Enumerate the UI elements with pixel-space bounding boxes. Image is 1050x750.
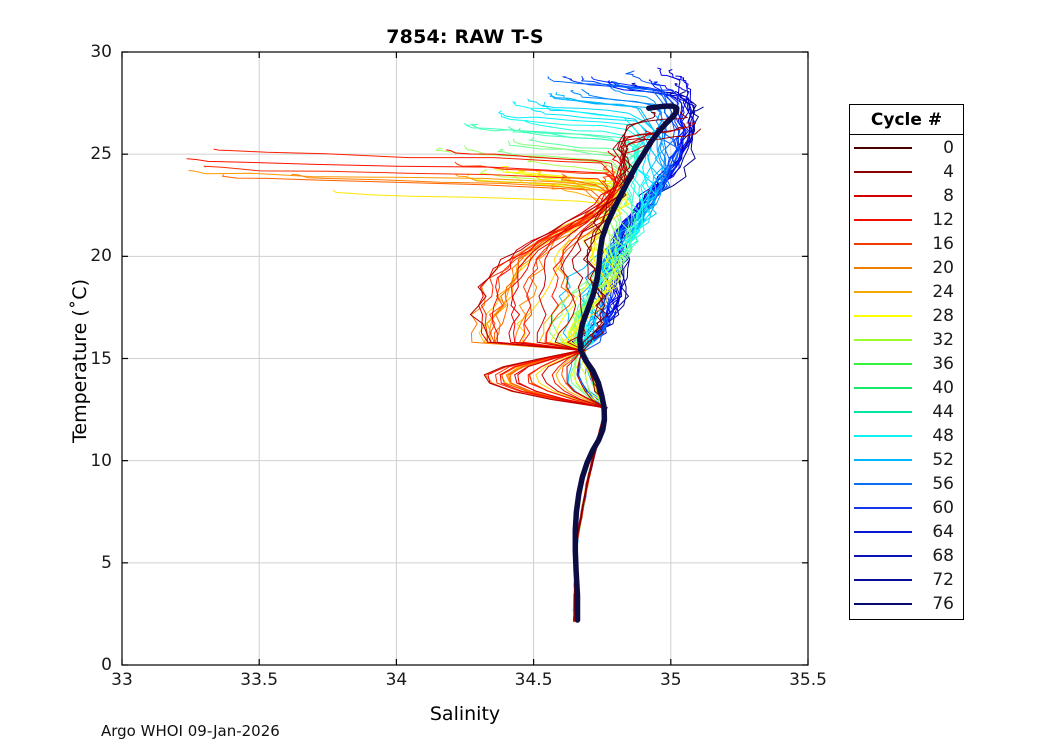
x-axis-label: Salinity: [429, 703, 501, 725]
legend-color-swatch: [854, 339, 912, 341]
legend-color-swatch: [854, 459, 912, 461]
legend-color-swatch: [854, 603, 912, 605]
y-tick-label: 10: [90, 450, 112, 471]
gridlines: [122, 52, 808, 665]
legend-color-swatch: [854, 435, 912, 437]
legend-color-swatch: [854, 363, 912, 365]
legend-item[interactable]: 20: [850, 256, 963, 280]
legend-color-swatch: [854, 243, 912, 245]
x-tick-label: 33.5: [240, 670, 279, 690]
legend-item[interactable]: 28: [850, 304, 963, 328]
legend-item-label: 32: [932, 329, 954, 350]
legend-item[interactable]: 4: [850, 160, 963, 184]
legend-item[interactable]: 76: [850, 592, 963, 616]
legend-color-swatch: [854, 171, 912, 173]
legend-item[interactable]: 32: [850, 328, 963, 352]
legend-item-label: 20: [932, 257, 954, 278]
x-tick-label: 35.5: [789, 670, 827, 690]
legend-item[interactable]: 56: [850, 472, 963, 496]
legend-item[interactable]: 8: [850, 184, 963, 208]
legend-item[interactable]: 44: [850, 400, 963, 424]
profile-line: [573, 111, 657, 609]
legend-item-label: 72: [932, 569, 954, 590]
legend-color-swatch: [854, 411, 912, 413]
legend-item[interactable]: 40: [850, 376, 963, 400]
profile-lines: [186, 67, 704, 623]
legend-color-swatch: [854, 507, 912, 509]
legend-color-swatch: [854, 387, 912, 389]
legend-item-label: 8: [943, 185, 954, 206]
legend-color-swatch: [854, 483, 912, 485]
legend-color-swatch: [854, 147, 912, 149]
legend-item-list: 0 4 8 12 16 20 24 28 32 36 40 44 48 52 56 60 64 68 72 76: [850, 135, 963, 616]
legend-item-label: 64: [932, 521, 954, 542]
x-tick-label: 33: [111, 670, 133, 690]
highlight-profile-line: [572, 103, 680, 623]
legend-color-swatch: [854, 291, 912, 293]
legend-item-label: 48: [932, 425, 954, 446]
legend-item-label: 56: [932, 473, 954, 494]
legend-color-swatch: [854, 531, 912, 533]
legend-item[interactable]: 68: [850, 544, 963, 568]
profile-line: [573, 111, 688, 606]
legend-item-label: 40: [932, 377, 954, 398]
legend-item[interactable]: 12: [850, 208, 963, 232]
axis-frame: [121, 51, 809, 666]
legend-item-label: 28: [932, 305, 954, 326]
legend-item[interactable]: 64: [850, 520, 963, 544]
legend-item-label: 16: [932, 233, 954, 254]
y-tick-label: 20: [90, 246, 112, 267]
legend-item[interactable]: 0: [850, 136, 963, 160]
legend-item-label: 44: [932, 401, 954, 422]
footer-attribution: Argo WHOI 09-Jan-2026: [101, 722, 280, 740]
y-tick-label: 30: [90, 42, 112, 62]
legend-item-label: 60: [932, 497, 954, 518]
x-tick-label: 34: [385, 670, 408, 690]
legend-item-label: 76: [932, 593, 954, 614]
legend-color-swatch: [854, 315, 912, 317]
legend-item[interactable]: 36: [850, 352, 963, 376]
legend-title: Cycle #: [850, 105, 963, 135]
legend-color-swatch: [854, 579, 912, 581]
legend-item[interactable]: 72: [850, 568, 963, 592]
legend-item[interactable]: 16: [850, 232, 963, 256]
legend-item-label: 52: [932, 449, 954, 470]
legend-color-swatch: [854, 267, 912, 269]
y-tick-label: 0: [101, 655, 112, 675]
legend-item[interactable]: 24: [850, 280, 963, 304]
legend-color-swatch: [854, 219, 912, 221]
x-tick-label: 35: [659, 670, 682, 690]
legend-item[interactable]: 60: [850, 496, 963, 520]
y-tick-label: 5: [101, 552, 112, 573]
legend-item[interactable]: 52: [850, 448, 963, 472]
legend-color-swatch: [854, 195, 912, 197]
legend-color-swatch: [854, 555, 912, 557]
legend-item-label: 24: [932, 281, 954, 302]
legend: Cycle # 0 4 8 12 16 20 24 28 32 36 40 44 48 52 56 60 64 6…: [849, 104, 964, 620]
legend-item-label: 12: [932, 209, 954, 230]
legend-item-label: 4: [943, 161, 954, 182]
page-title: 7854: RAW T-S: [386, 26, 544, 48]
legend-item-label: 0: [943, 137, 954, 158]
legend-item[interactable]: 48: [850, 424, 963, 448]
x-tick-label: 34.5: [514, 670, 553, 690]
y-tick-label: 15: [90, 348, 112, 369]
legend-item-label: 36: [932, 353, 954, 374]
legend-item-label: 68: [932, 545, 954, 566]
y-tick-label: 25: [90, 144, 112, 165]
